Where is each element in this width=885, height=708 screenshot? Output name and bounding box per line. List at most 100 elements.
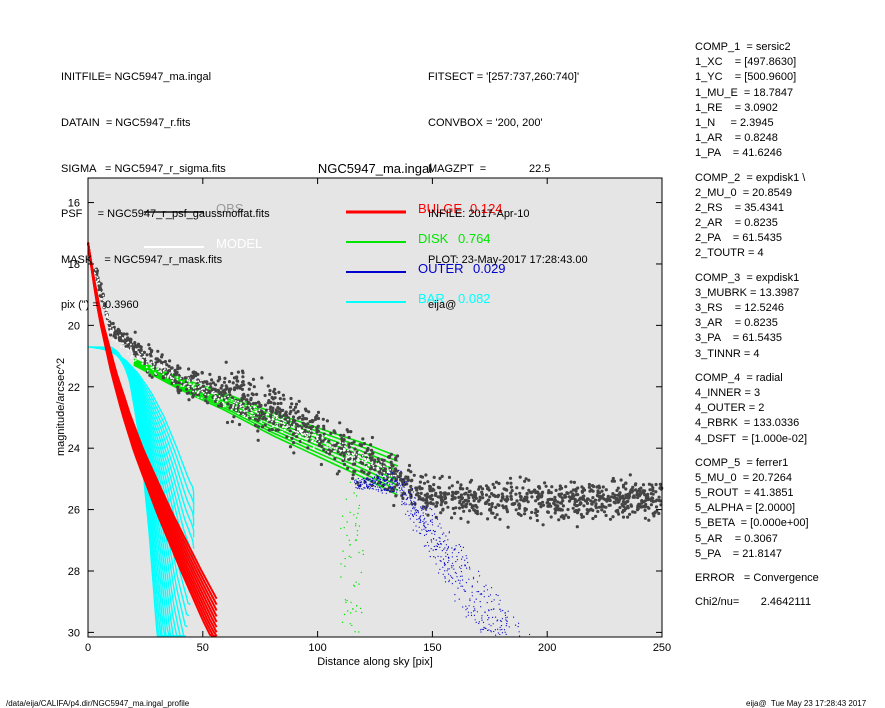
obs-point <box>488 495 492 499</box>
obs-point <box>467 496 471 500</box>
obs-point <box>163 360 167 364</box>
outer-point <box>440 527 442 529</box>
model-point <box>218 395 221 397</box>
disk-point <box>355 523 357 525</box>
obs-point <box>462 509 466 513</box>
obs-point <box>134 344 138 348</box>
model-point <box>200 383 203 386</box>
obs-point <box>237 422 242 427</box>
obs-point <box>204 399 208 403</box>
obs-point <box>549 491 553 495</box>
x-tick-label: 150 <box>423 642 441 654</box>
obs-point <box>230 420 234 424</box>
obs-point <box>438 476 442 480</box>
obs-point <box>223 376 227 380</box>
obs-point <box>505 495 509 499</box>
obs-point <box>149 354 153 358</box>
outer-point <box>416 510 418 512</box>
obs-point <box>587 485 592 489</box>
model-point <box>293 423 295 426</box>
obs-point <box>139 345 143 349</box>
outer-point <box>490 630 492 632</box>
model-point <box>272 425 274 428</box>
outer-point <box>475 621 477 624</box>
model-point <box>254 410 257 413</box>
model-point <box>232 406 234 409</box>
outer-point <box>429 530 431 532</box>
obs-point <box>394 494 398 498</box>
obs-point <box>416 491 420 495</box>
outer-point <box>430 548 432 550</box>
obs-point <box>559 492 564 496</box>
outer-point <box>434 530 436 533</box>
outer-point <box>424 505 426 508</box>
obs-point <box>362 442 367 446</box>
outer-point <box>374 481 376 483</box>
model-point <box>160 371 163 374</box>
obs-point <box>166 369 170 374</box>
outer-point <box>372 480 374 482</box>
obs-point <box>327 439 331 443</box>
outer-point <box>374 480 376 482</box>
outer-point <box>505 617 507 619</box>
outer-point <box>359 488 361 490</box>
outer-point <box>471 591 473 593</box>
legend-value-disk: 0.764 <box>458 231 491 246</box>
obs-point <box>590 502 594 506</box>
outer-point <box>451 556 453 558</box>
outer-point <box>354 481 356 483</box>
model-point <box>141 351 144 354</box>
outer-point <box>465 609 467 611</box>
header-line: FITSECT = '[257:737,260:740]' <box>428 71 580 84</box>
obs-point <box>461 505 465 509</box>
outer-point <box>400 492 402 494</box>
model-point <box>311 439 314 442</box>
outer-point <box>500 625 503 627</box>
outer-point <box>499 608 501 610</box>
model-point <box>249 414 252 417</box>
model-point <box>353 460 356 462</box>
outer-point <box>385 492 387 494</box>
obs-point <box>560 496 564 500</box>
outer-point <box>399 490 401 492</box>
obs-point <box>495 513 499 517</box>
model-point <box>237 400 240 403</box>
obs-point <box>577 498 581 502</box>
model-point <box>96 280 98 283</box>
outer-point <box>468 566 471 568</box>
obs-point <box>395 483 399 487</box>
outer-point <box>466 567 468 569</box>
outer-point <box>398 469 400 471</box>
obs-point <box>625 500 629 504</box>
model-point <box>141 359 144 362</box>
component-parameter-line: 2_RS = 35.4341 <box>695 201 784 214</box>
outer-point <box>443 563 446 565</box>
outer-point <box>361 479 363 481</box>
model-point <box>94 268 97 271</box>
obs-point <box>654 505 659 509</box>
obs-point <box>514 508 518 512</box>
obs-point <box>446 505 450 509</box>
outer-point <box>454 549 456 551</box>
model-point <box>127 341 130 344</box>
model-point <box>213 398 216 401</box>
outer-point <box>493 630 495 633</box>
model-point <box>153 363 156 365</box>
model-point <box>350 460 353 463</box>
obs-point <box>459 516 463 521</box>
disk-point <box>348 555 350 557</box>
obs-point <box>161 376 166 380</box>
y-tick-label: 16 <box>68 198 80 210</box>
obs-point <box>181 382 185 386</box>
obs-point <box>554 488 558 492</box>
model-point <box>334 441 336 444</box>
obs-point <box>487 502 491 506</box>
model-point <box>155 373 158 376</box>
obs-point <box>333 457 337 461</box>
obs-point <box>187 367 191 371</box>
obs-point <box>432 483 436 487</box>
outer-point <box>464 564 466 566</box>
obs-point <box>236 370 240 374</box>
model-point <box>378 464 380 466</box>
